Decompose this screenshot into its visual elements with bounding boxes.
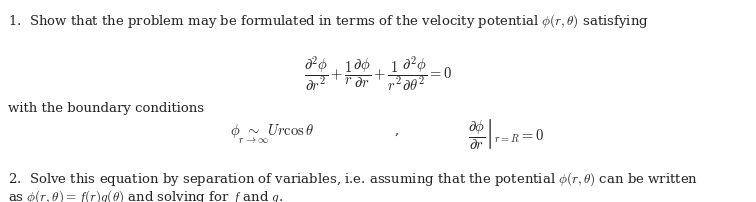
Text: $\dfrac{\partial^2\phi}{\partial r^2} + \dfrac{1}{r}\dfrac{\partial\phi}{\partia: $\dfrac{\partial^2\phi}{\partial r^2} + … xyxy=(304,55,452,93)
Text: 1.  Show that the problem may be formulated in terms of the velocity potential $: 1. Show that the problem may be formulat… xyxy=(8,12,649,30)
Text: ,: , xyxy=(395,123,399,137)
Text: $\phi \underset{r\to\infty}{\sim} Ur\cos\theta$: $\phi \underset{r\to\infty}{\sim} Ur\cos… xyxy=(230,122,314,146)
Text: with the boundary conditions: with the boundary conditions xyxy=(8,102,204,115)
Text: $\left.\dfrac{\partial\phi}{\partial r}\right|_{r=R} = 0$: $\left.\dfrac{\partial\phi}{\partial r}\… xyxy=(469,117,544,151)
Text: 2.  Solve this equation by separation of variables, i.e. assuming that the poten: 2. Solve this equation by separation of … xyxy=(8,170,698,188)
Text: as $\phi(r, \theta) = f(r)g(\theta)$ and solving for $f$ and $g$.: as $\phi(r, \theta) = f(r)g(\theta)$ and… xyxy=(8,188,283,202)
